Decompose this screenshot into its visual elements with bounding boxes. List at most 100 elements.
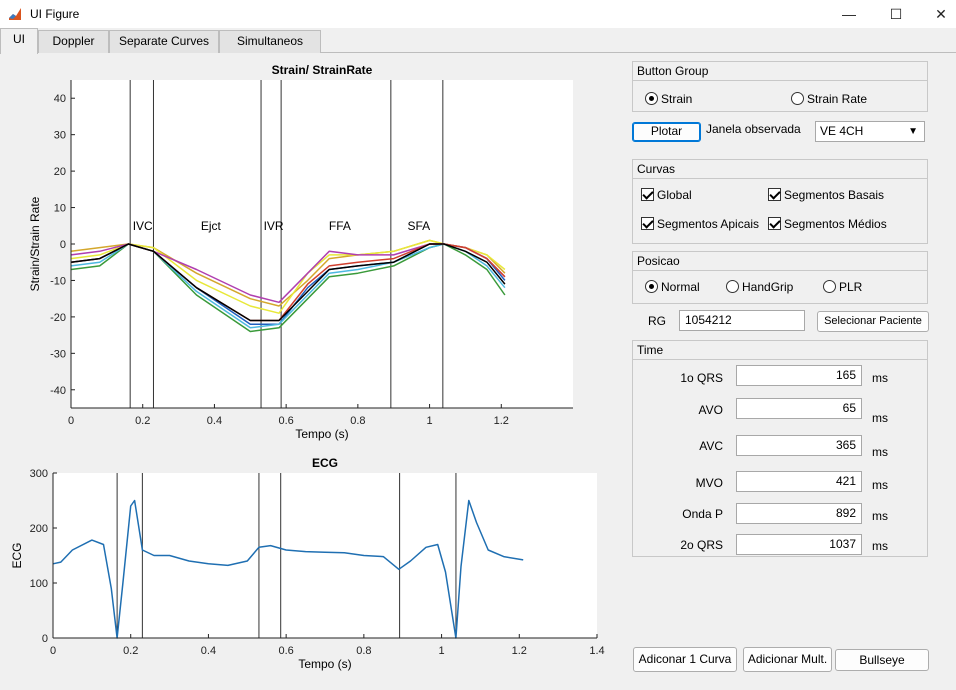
radio-strain[interactable]: Strain (645, 92, 692, 106)
y-tick-label: 30 (54, 130, 66, 142)
check-medios-label: Segmentos Médios (784, 217, 887, 231)
x-tick-label: 0.8 (356, 645, 371, 657)
minimize-button[interactable]: — (842, 6, 856, 22)
time-unit: ms (872, 478, 888, 492)
radio-unselected-icon (726, 280, 739, 293)
y-tick-label: -40 (50, 385, 66, 397)
series-line-7 (70, 243, 506, 322)
y-tick-label: 10 (54, 203, 66, 215)
x-tick-label: 0.6 (278, 645, 293, 657)
check-basais-label: Segmentos Basais (784, 188, 885, 202)
time-label-avc: AVC (699, 439, 723, 453)
time-unit: ms (872, 411, 888, 425)
x-axis-label: Tempo (s) (298, 657, 351, 671)
time-input-avo[interactable]: 65 (736, 398, 862, 419)
x-tick-label: 0.4 (207, 415, 222, 427)
tab-bar: UI Doppler Separate Curves Simultaneos (0, 28, 956, 54)
check-apicais-label: Segmentos Apicais (657, 217, 760, 231)
bullseye-button[interactable]: Bullseye (835, 649, 929, 671)
time-title: Time (633, 341, 927, 360)
posicao-panel: Posicao Normal HandGrip PLR (632, 251, 928, 304)
time-input-avc[interactable]: 365 (736, 435, 862, 456)
radio-handgrip-label: HandGrip (742, 280, 794, 294)
chart-title: ECG (312, 456, 338, 470)
y-tick-label: 300 (30, 468, 48, 480)
chart-title: Strain/ StrainRate (272, 63, 373, 77)
x-tick-label: 0.6 (278, 415, 293, 427)
checkbox-checked-icon (768, 217, 781, 230)
posicao-title: Posicao (633, 252, 927, 271)
janela-label: Janela observada (706, 122, 801, 136)
time-input-onda-p[interactable]: 892 (736, 503, 862, 524)
tab-simultaneos[interactable]: Simultaneos (219, 30, 321, 53)
janela-value: VE 4CH (820, 124, 864, 138)
check-segmentos-basais[interactable]: Segmentos Basais (768, 188, 884, 202)
checkbox-checked-icon (641, 217, 654, 230)
radio-normal-label: Normal (661, 280, 700, 294)
curvas-panel: Curvas Global Segmentos Basais Segmentos… (632, 159, 928, 244)
button-group-title: Button Group (633, 62, 927, 81)
y-tick-label: 100 (30, 578, 48, 590)
checkbox-checked-icon (641, 188, 654, 201)
selecionar-paciente-button[interactable]: Selecionar Paciente (817, 311, 929, 332)
time-label-mvo: MVO (695, 476, 723, 490)
x-tick-label: 1.2 (512, 645, 527, 657)
y-tick-label: -30 (50, 348, 66, 360)
x-tick-label: 1.4 (589, 645, 604, 657)
window-titlebar: UI Figure — ☐ ✕ (0, 0, 956, 28)
x-tick-label: 1 (439, 645, 445, 657)
radio-normal[interactable]: Normal (645, 280, 700, 294)
tab-ui[interactable]: UI (0, 28, 38, 54)
rg-input[interactable]: 1054212 (679, 310, 805, 331)
window-title: UI Figure (30, 7, 80, 21)
time-unit: ms (872, 509, 888, 523)
y-tick-label: 0 (60, 239, 66, 251)
time-label-onda-p: Onda P (682, 507, 723, 521)
close-button[interactable]: ✕ (935, 6, 947, 22)
x-tick-label: 0.2 (123, 645, 138, 657)
adicionar-mult-button[interactable]: Adicionar Mult. (743, 647, 832, 672)
time-label-avo: AVO (698, 403, 723, 417)
y-tick-label: 20 (54, 166, 66, 178)
x-tick-label: 0 (50, 645, 56, 657)
time-panel: Time 1o QRS 165 ms AVO 65 ms AVC 365 ms … (632, 340, 928, 557)
time-label-2o-qrs: 2o QRS (680, 538, 723, 552)
radio-selected-icon (645, 280, 658, 293)
tab-doppler[interactable]: Doppler (38, 30, 109, 53)
y-axis-label: ECG (10, 542, 24, 568)
phase-label: FFA (329, 219, 351, 233)
checkbox-checked-icon (768, 188, 781, 201)
time-input-2o-qrs[interactable]: 1037 (736, 534, 862, 555)
radio-strain-rate[interactable]: Strain Rate (791, 92, 867, 106)
time-unit: ms (872, 371, 888, 385)
janela-dropdown[interactable]: VE 4CH ▼ (815, 121, 925, 142)
check-global[interactable]: Global (641, 188, 692, 202)
radio-plr[interactable]: PLR (823, 280, 862, 294)
adicionar-1-curva-button[interactable]: Adiconar 1 Curva (633, 647, 737, 672)
x-axis-label: Tempo (s) (295, 427, 348, 441)
radio-handgrip[interactable]: HandGrip (726, 280, 793, 294)
check-segmentos-apicais[interactable]: Segmentos Apicais (641, 217, 759, 231)
chart-ecg: 0 0.2 0.4 0.6 0.8 1 1.2 1.4 0 100 200 300 ECG Tempo (… (10, 456, 605, 671)
radio-selected-icon (645, 92, 658, 105)
time-unit: ms (872, 445, 888, 459)
plots-area: IVC Ejct IVR FFA SFA 0 0.2 0.4 0.6 0.8 1 1.2 -40 -30 -… (10, 63, 605, 671)
phase-label: SFA (407, 219, 430, 233)
y-tick-label: -10 (50, 275, 66, 287)
plotar-button[interactable]: Plotar (632, 122, 701, 142)
plot-background (71, 80, 573, 408)
tab-separate-curves[interactable]: Separate Curves (109, 30, 219, 53)
time-input-mvo[interactable]: 421 (736, 471, 862, 492)
check-segmentos-medios[interactable]: Segmentos Médios (768, 217, 887, 231)
time-input-1o-qrs[interactable]: 165 (736, 365, 862, 386)
phase-label: Ejct (201, 219, 222, 233)
phase-label: IVR (264, 219, 284, 233)
plot-background (53, 473, 597, 638)
check-global-label: Global (657, 188, 692, 202)
curvas-title: Curvas (633, 160, 927, 179)
radio-strain-label: Strain (661, 92, 693, 106)
radio-plr-label: PLR (839, 280, 863, 294)
maximize-button[interactable]: ☐ (889, 6, 903, 22)
x-tick-label: 1 (427, 415, 433, 427)
matlab-logo-icon (7, 6, 23, 22)
